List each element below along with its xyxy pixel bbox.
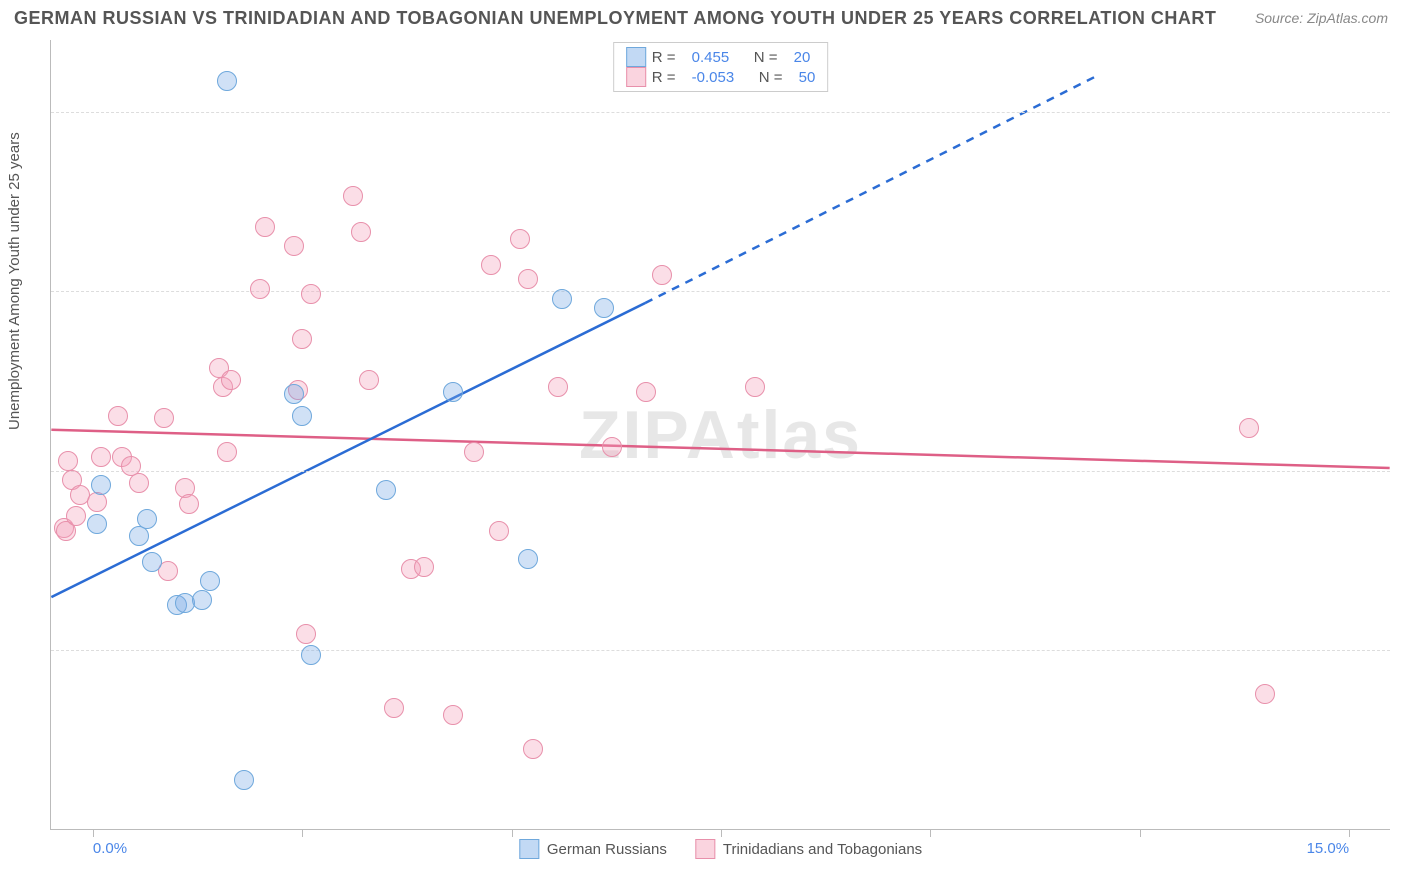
legend-swatch xyxy=(695,839,715,859)
data-point xyxy=(652,265,672,285)
data-point xyxy=(255,217,275,237)
gridline xyxy=(51,650,1390,651)
x-tick xyxy=(512,829,513,837)
data-point xyxy=(523,739,543,759)
legend-swatch xyxy=(626,47,646,67)
data-point xyxy=(376,480,396,500)
data-point xyxy=(510,229,530,249)
data-point xyxy=(1255,684,1275,704)
data-point xyxy=(108,406,128,426)
data-point xyxy=(301,284,321,304)
x-tick xyxy=(930,829,931,837)
trend-line xyxy=(645,76,1097,303)
data-point xyxy=(129,473,149,493)
data-point xyxy=(296,624,316,644)
data-point xyxy=(66,506,86,526)
series-legend: German Russians Trinidadians and Tobagoni… xyxy=(519,839,922,859)
y-axis-label: Unemployment Among Youth under 25 years xyxy=(6,132,23,430)
data-point xyxy=(636,382,656,402)
data-point xyxy=(343,186,363,206)
x-tick-label: 15.0% xyxy=(1307,840,1350,857)
data-point xyxy=(548,377,568,397)
data-point xyxy=(87,492,107,512)
data-point xyxy=(217,71,237,91)
legend-label: German Russians xyxy=(547,841,667,858)
data-point xyxy=(351,222,371,242)
data-point xyxy=(217,442,237,462)
data-point xyxy=(552,289,572,309)
x-tick xyxy=(93,829,94,837)
watermark: ZIPAtlas xyxy=(579,396,862,474)
legend-row: R = -0.053 N = 50 xyxy=(626,67,816,87)
data-point xyxy=(594,298,614,318)
trend-line xyxy=(51,430,1389,468)
data-point xyxy=(192,590,212,610)
correlation-legend: R = 0.455 N = 20R = -0.053 N = 50 xyxy=(613,42,829,92)
n-label: N = xyxy=(754,49,778,66)
legend-item: Trinidadians and Tobagonians xyxy=(695,839,922,859)
x-tick xyxy=(721,829,722,837)
x-tick xyxy=(1140,829,1141,837)
data-point xyxy=(602,437,622,457)
legend-item: German Russians xyxy=(519,839,667,859)
data-point xyxy=(158,561,178,581)
data-point xyxy=(179,494,199,514)
data-point xyxy=(284,384,304,404)
data-point xyxy=(154,408,174,428)
data-point xyxy=(137,509,157,529)
data-point xyxy=(91,475,111,495)
gridline xyxy=(51,471,1390,472)
chart-title: GERMAN RUSSIAN VS TRINIDADIAN AND TOBAGO… xyxy=(14,8,1216,29)
data-point xyxy=(518,549,538,569)
legend-label: Trinidadians and Tobagonians xyxy=(723,841,922,858)
data-point xyxy=(384,698,404,718)
n-label: N = xyxy=(759,69,783,86)
n-value: 20 xyxy=(794,49,811,66)
data-point xyxy=(58,451,78,471)
data-point xyxy=(489,521,509,541)
data-point xyxy=(91,447,111,467)
x-tick-label: 0.0% xyxy=(93,840,127,857)
r-value: -0.053 xyxy=(692,69,735,86)
data-point xyxy=(200,571,220,591)
r-value: 0.455 xyxy=(692,49,730,66)
data-point xyxy=(414,557,434,577)
data-point xyxy=(234,770,254,790)
n-value: 50 xyxy=(799,69,816,86)
source-attribution: Source: ZipAtlas.com xyxy=(1255,10,1388,26)
data-point xyxy=(292,329,312,349)
data-point xyxy=(481,255,501,275)
data-point xyxy=(221,370,241,390)
data-point xyxy=(443,705,463,725)
r-label: R = xyxy=(652,49,676,66)
x-tick xyxy=(1349,829,1350,837)
data-point xyxy=(745,377,765,397)
data-point xyxy=(250,279,270,299)
data-point xyxy=(292,406,312,426)
gridline xyxy=(51,112,1390,113)
data-point xyxy=(1239,418,1259,438)
data-point xyxy=(464,442,484,462)
legend-swatch xyxy=(626,67,646,87)
trend-lines-layer xyxy=(51,40,1390,829)
data-point xyxy=(284,236,304,256)
data-point xyxy=(359,370,379,390)
x-tick xyxy=(302,829,303,837)
r-label: R = xyxy=(652,69,676,86)
legend-swatch xyxy=(519,839,539,859)
legend-row: R = 0.455 N = 20 xyxy=(626,47,816,67)
data-point xyxy=(518,269,538,289)
data-point xyxy=(301,645,321,665)
data-point xyxy=(443,382,463,402)
data-point xyxy=(87,514,107,534)
plot-area: ZIPAtlas R = 0.455 N = 20R = -0.053 N = … xyxy=(50,40,1390,830)
trend-line xyxy=(51,303,645,597)
data-point xyxy=(142,552,162,572)
